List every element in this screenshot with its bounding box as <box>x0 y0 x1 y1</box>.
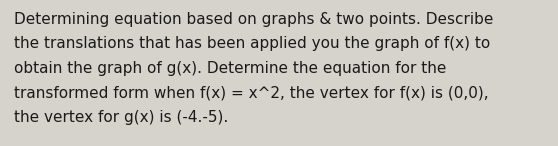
Text: transformed form when f(x) = x^2, the vertex for f(x) is (0,0),: transformed form when f(x) = x^2, the ve… <box>14 85 489 100</box>
Text: obtain the graph of g(x). Determine the equation for the: obtain the graph of g(x). Determine the … <box>14 61 446 76</box>
Text: Determining equation based on graphs & two points. Describe: Determining equation based on graphs & t… <box>14 12 493 27</box>
Text: the translations that has been applied you the graph of f(x) to: the translations that has been applied y… <box>14 36 490 51</box>
Text: the vertex for g(x) is (-4.-5).: the vertex for g(x) is (-4.-5). <box>14 110 228 125</box>
